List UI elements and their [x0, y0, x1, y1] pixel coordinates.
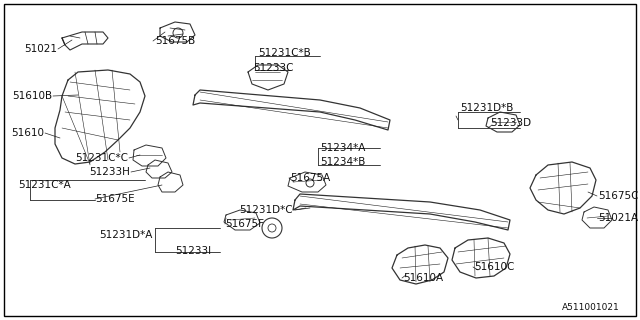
Text: 51675F: 51675F: [225, 219, 264, 229]
Text: 51233I: 51233I: [175, 246, 211, 256]
Text: 51231C*A: 51231C*A: [18, 180, 71, 190]
Text: 51233H: 51233H: [89, 167, 130, 177]
Text: 51610: 51610: [11, 128, 44, 138]
Text: 51234*B: 51234*B: [320, 157, 365, 167]
Text: 51234*A: 51234*A: [320, 143, 365, 153]
Text: 51231C*B: 51231C*B: [258, 48, 311, 58]
Text: 51233C: 51233C: [253, 63, 294, 73]
Text: 51233D: 51233D: [490, 118, 531, 128]
Text: 51610A: 51610A: [403, 273, 443, 283]
Text: 51610B: 51610B: [12, 91, 52, 101]
Text: 51675B: 51675B: [155, 36, 195, 46]
Text: 51021: 51021: [24, 44, 57, 54]
Text: 51675A: 51675A: [290, 173, 330, 183]
Text: 51231C*C: 51231C*C: [75, 153, 128, 163]
Text: 51231D*B: 51231D*B: [460, 103, 513, 113]
Text: 51021A: 51021A: [598, 213, 638, 223]
Text: 51675E: 51675E: [95, 194, 134, 204]
Text: 51231D*A: 51231D*A: [100, 230, 153, 240]
Text: A511001021: A511001021: [563, 302, 620, 311]
Text: 51231D*C: 51231D*C: [239, 205, 293, 215]
Text: 51610C: 51610C: [474, 262, 515, 272]
Text: 51675C: 51675C: [598, 191, 639, 201]
